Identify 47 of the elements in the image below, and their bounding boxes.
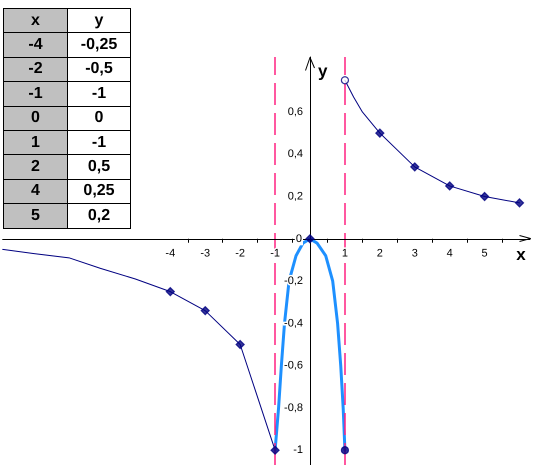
annotation: -1 <box>28 84 43 103</box>
x-tick-label: 4 <box>446 247 453 260</box>
point <box>480 192 490 202</box>
x-tick-label: 5 <box>482 247 488 260</box>
annotation: 2 <box>31 158 40 176</box>
text: -0,25 <box>80 36 118 54</box>
point <box>445 181 454 191</box>
annotation: -0,5 <box>85 60 113 78</box>
point <box>270 446 280 455</box>
x-tick-label: 2 <box>376 247 383 260</box>
x-tick-label: -3 <box>200 247 210 260</box>
point <box>200 306 210 316</box>
annotation: 4 <box>31 182 40 200</box>
annotation: 1 <box>31 134 40 152</box>
x-tick-label: 1 <box>342 247 348 260</box>
annotation: 0,5 <box>88 158 110 176</box>
annotation: -1 <box>92 134 106 152</box>
point <box>305 234 315 244</box>
point <box>375 128 384 138</box>
annotation: 0 <box>94 109 104 128</box>
y-axis-title: y <box>318 62 328 80</box>
text: x <box>31 12 40 29</box>
y-tick-label: -0,6 <box>284 360 303 372</box>
y-tick-label: 0 <box>296 232 302 245</box>
x-tick-label: -4 <box>165 247 176 260</box>
x-tick-label: -2 <box>235 247 246 260</box>
x-tick-label: -1 <box>270 247 280 260</box>
y-tick-label: 0,4 <box>288 148 303 160</box>
text: y <box>94 12 104 29</box>
point <box>166 287 175 296</box>
y-tick-label: 0,2 <box>288 190 303 203</box>
point <box>410 162 420 172</box>
annotation: -2 <box>28 60 43 78</box>
text: -4 <box>28 36 43 54</box>
x-tick-label: 3 <box>412 247 418 260</box>
x-axis-title: x <box>516 244 526 264</box>
annotation: 0 <box>31 109 40 128</box>
annotation: 0,2 <box>88 206 110 225</box>
y-tick-label: 0,6 <box>288 106 303 118</box>
point <box>514 198 524 208</box>
y-tick-label: -1 <box>293 444 303 456</box>
point <box>340 76 350 84</box>
annotation: -1 <box>92 84 106 103</box>
y-tick-label: -0,8 <box>284 402 303 414</box>
point <box>236 340 245 350</box>
annotation: 5 <box>31 206 40 225</box>
annotation: 0,25 <box>83 182 115 200</box>
